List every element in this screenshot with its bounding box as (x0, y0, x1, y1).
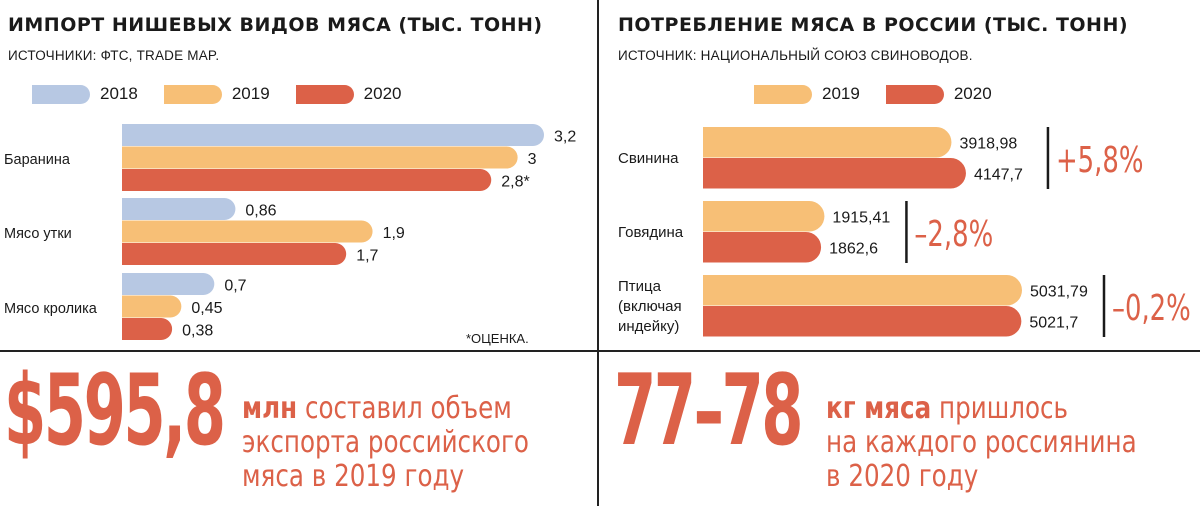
consumption-caption: кг мяса пришлось на каждого россиянина в… (826, 392, 1137, 494)
legend-item-2018: 2018 (32, 84, 138, 104)
legend-label-2018: 2018 (100, 84, 138, 103)
export-caption-unit: млн (242, 391, 298, 426)
value-label: 5031,79 (1030, 284, 1088, 301)
bar-2019 (122, 220, 373, 243)
export-caption-line3: мяса в 2019 году (242, 459, 465, 494)
change-label: +5,8% (1056, 140, 1144, 181)
legend-swatch-2020 (885, 84, 944, 104)
legend-label-2019: 2019 (822, 84, 860, 103)
import-chart: Баранина 3,2 3 2,8* Мясо утки 0,86 1,9 1,7 Мясо … (4, 124, 576, 346)
import-panel: ИМПОРТ НИШЕВЫХ ВИДОВ МЯСА (ТЫС. ТОНН) ИС… (0, 0, 596, 352)
bar-2020 (703, 158, 966, 189)
bar-2018 (122, 273, 215, 295)
legend-swatch-2018 (32, 84, 90, 104)
consumption-caption-line2: на каждого россиянина (826, 425, 1137, 460)
bar-2019 (122, 295, 182, 318)
import-chart-source: ИСТОЧНИКИ: ФТС, TRADE MAP. (8, 48, 220, 63)
value-label: 2,8* (501, 173, 529, 190)
import-legend: 2018 2019 2020 (32, 84, 427, 104)
export-caption-line1: млн составил объем (242, 392, 529, 426)
category-label: Говядина (618, 224, 684, 241)
estimate-note: *ОЦЕНКА. (466, 331, 529, 346)
legend-swatch-2019 (754, 84, 812, 104)
legend-item-2020: 2020 (295, 84, 402, 104)
export-caption: млн составил объем экспорта российского … (242, 392, 529, 494)
bar-2020 (703, 232, 822, 263)
category-label: Баранина (4, 152, 71, 168)
legend-item-2020: 2020 (885, 84, 992, 104)
bar-2018 (122, 124, 544, 146)
category-label: Птица (618, 278, 662, 295)
bar-2019 (703, 275, 1022, 306)
bar-2019 (703, 201, 825, 232)
bar-2019 (122, 146, 518, 169)
consumption-legend: 2019 2020 (754, 84, 1018, 104)
consumption-panel: ПОТРЕБЛЕНИЕ МЯСА В РОССИИ (ТЫС. ТОНН) ИС… (600, 0, 1200, 352)
value-label: 0,7 (224, 277, 246, 294)
change-label: –2,8% (914, 214, 993, 255)
consumption-caption-rest: пришлось (931, 391, 1069, 426)
legend-label-2020: 2020 (953, 84, 992, 103)
export-caption-rest: составил объем (297, 391, 512, 426)
change-label: –0,2% (1112, 288, 1191, 329)
value-label: 1,7 (356, 247, 378, 264)
category-label: (включая (618, 298, 682, 315)
consumption-chart: Свинина 3918,98 4147,7 +5,8% Говядина 1915,41… (618, 127, 1191, 337)
value-label: 4147,7 (974, 167, 1023, 184)
bar-2020 (122, 169, 492, 191)
legend-item-2019: 2019 (163, 84, 270, 104)
import-chart-title: ИМПОРТ НИШЕВЫХ ВИДОВ МЯСА (ТЫС. ТОНН) (8, 14, 543, 36)
consumption-caption-line3: в 2020 году (826, 459, 979, 494)
horizontal-divider (0, 350, 1200, 352)
legend-label-2020: 2020 (363, 84, 402, 103)
value-label: 3 (528, 151, 537, 168)
value-label: 1862,6 (829, 241, 878, 258)
category-label: Свинина (618, 150, 679, 167)
consumption-per-capita-value: 77–78 (614, 354, 804, 468)
bar-2020 (703, 306, 1022, 337)
bar-2020 (122, 318, 173, 340)
bar-2018 (122, 198, 236, 220)
value-label: 3,2 (554, 128, 576, 145)
legend-swatch-2020 (295, 84, 354, 104)
value-label: 1,9 (383, 225, 405, 242)
value-label: 3918,98 (959, 136, 1017, 153)
value-label: 5021,7 (1029, 315, 1078, 332)
vertical-divider (597, 0, 599, 506)
export-value: $595,8 (4, 354, 226, 468)
category-label: индейку) (618, 318, 679, 335)
value-label: 0,38 (182, 322, 213, 339)
value-label: 0,86 (245, 202, 276, 219)
value-label: 1915,41 (832, 210, 890, 227)
category-label: Мясо кролика (4, 301, 98, 317)
consumption-caption-line1: кг мяса пришлось (826, 392, 1137, 426)
value-label: 0,45 (191, 300, 222, 317)
legend-swatch-2019 (163, 84, 222, 104)
category-label: Мясо утки (4, 226, 72, 242)
bar-2019 (703, 127, 952, 158)
legend-label-2019: 2019 (231, 84, 270, 103)
legend-item-2019: 2019 (754, 84, 860, 104)
export-caption-line2: экспорта российского (242, 425, 529, 460)
bar-2020 (122, 243, 347, 265)
consumption-chart-source: ИСТОЧНИК: НАЦИОНАЛЬНЫЙ СОЮЗ СВИНОВОДОВ. (618, 48, 973, 63)
consumption-chart-title: ПОТРЕБЛЕНИЕ МЯСА В РОССИИ (ТЫС. ТОНН) (618, 14, 1129, 36)
consumption-caption-unit: кг мяса (826, 391, 932, 426)
